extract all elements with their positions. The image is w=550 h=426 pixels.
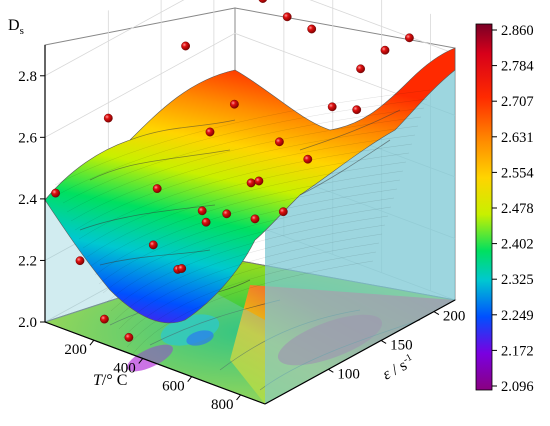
colorbar-tick-label-6: 2.402 [501, 237, 534, 253]
z-tick-label-0: 2.0 [18, 315, 37, 331]
data-point-20 [303, 154, 313, 164]
data-point-17 [229, 99, 239, 109]
colorbar-tick-label-1: 2.784 [501, 59, 534, 75]
data-point-23 [258, 0, 267, 3]
data-point-9 [103, 113, 113, 123]
colorbar: 2.860 2.784 2.707 2.631 2.554 2.478 2.402 2.325… [475, 23, 534, 395]
colorbar-tick-label-8: 2.249 [501, 308, 534, 324]
surface-mesh [54, 89, 431, 357]
y-ticks: 100 150 200 [328, 309, 466, 382]
y-tick-label-2: 200 [443, 309, 466, 325]
data-point-3 [124, 332, 134, 342]
x-tick-label-0: 200 [64, 342, 87, 358]
colorbar-tick-label-5: 2.478 [501, 201, 534, 217]
y-tick-mark-1 [380, 340, 387, 344]
y-tick-mark-2 [433, 311, 440, 315]
colorbar-tick-label-10: 2.096 [501, 379, 534, 395]
x-ticks: 200 400 600 800 [64, 339, 241, 413]
y-tick-label-0: 100 [337, 366, 360, 382]
data-point-2 [100, 314, 109, 324]
axes: 2.0 2.2 2.4 2.6 2.8 200 400 600 800 100 150 200 [18, 45, 465, 413]
data-point-21 [327, 102, 337, 112]
z-tick-label-2: 2.4 [18, 192, 37, 208]
data-point-13 [250, 214, 260, 224]
x-tick-label-1: 400 [113, 360, 136, 376]
data-point-18 [254, 176, 264, 186]
front-curtain-right [265, 48, 455, 404]
z-tick-label-3: 2.6 [18, 130, 37, 146]
floor-blue-zone [186, 330, 214, 346]
z-tick-label-1: 2.2 [18, 253, 37, 269]
colorbar-tick-label-0: 2.860 [501, 23, 534, 39]
data-points [51, 0, 414, 342]
y-tick-label-1: 150 [390, 337, 413, 353]
colorbar-tick-label-4: 2.554 [501, 165, 534, 181]
colorbar-ticks: 2.860 2.784 2.707 2.631 2.554 2.478 2.402 2.325… [492, 23, 534, 395]
floor-purple-zone [127, 344, 173, 372]
colorbar-tick-label-2: 2.707 [501, 94, 534, 110]
data-point-0 [51, 188, 60, 198]
colorbar-tick-label-3: 2.631 [501, 130, 534, 146]
z-axis-title: Ds [8, 17, 24, 37]
colorbar-tick-label-9: 2.172 [501, 343, 534, 359]
data-point-7 [222, 209, 232, 219]
data-point-11 [177, 264, 187, 273]
data-point-16 [205, 127, 215, 137]
data-point-25 [307, 24, 317, 34]
z-tick-label-4: 2.8 [18, 69, 37, 85]
colorbar-tick-label-7: 2.325 [501, 272, 534, 288]
data-point-14 [274, 137, 284, 147]
data-point-28 [404, 33, 414, 43]
y-tick-mark-0 [328, 368, 334, 373]
data-point-19 [278, 207, 288, 217]
data-point-24 [282, 12, 292, 22]
data-point-15 [181, 41, 191, 51]
x-tick-mark-1 [138, 358, 144, 364]
data-point-1 [75, 256, 85, 266]
surface-contours [79, 109, 401, 266]
data-point-26 [356, 64, 365, 74]
x-tick-mark-0 [89, 339, 95, 346]
x-tick-mark-2 [187, 376, 193, 382]
x-axis-title: T/° C [93, 372, 127, 389]
data-point-4 [148, 240, 158, 250]
data-point-22 [352, 105, 362, 115]
x-tick-mark-3 [236, 394, 241, 401]
data-point-27 [380, 45, 390, 55]
x-tick-label-3: 800 [211, 397, 234, 413]
data-point-6 [197, 206, 207, 216]
data-point-8 [246, 178, 256, 188]
x-tick-label-2: 600 [162, 379, 185, 395]
z-ticks: 2.0 2.2 2.4 2.6 2.8 [18, 69, 45, 331]
colorbar-gradient [475, 23, 493, 391]
data-point-10 [152, 184, 162, 194]
data-point-12 [201, 217, 211, 227]
y-axis-title: ε / s-1 [379, 352, 417, 384]
